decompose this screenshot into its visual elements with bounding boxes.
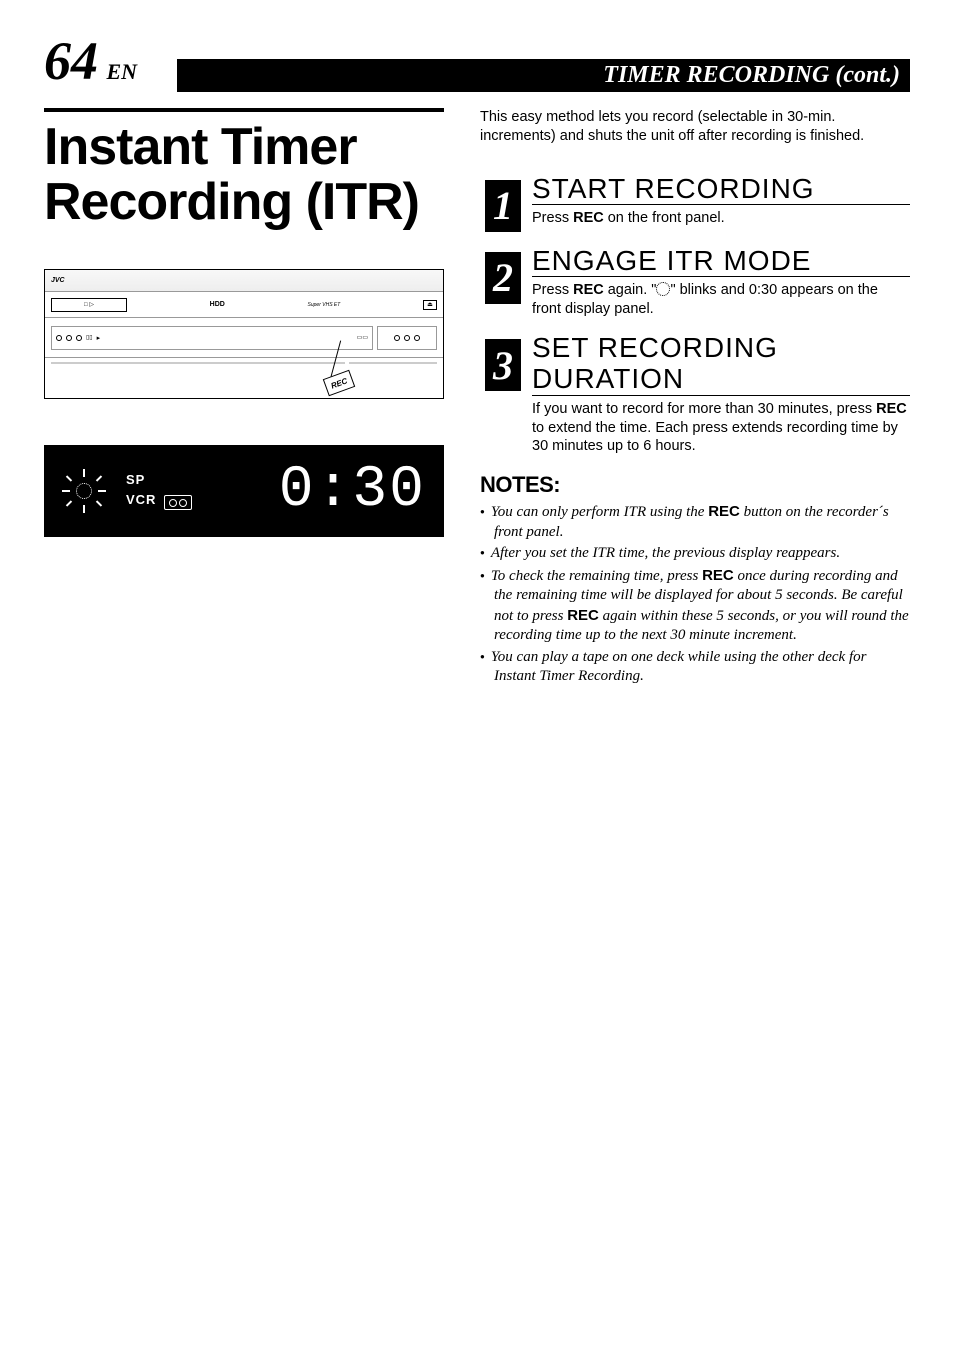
- mode-label: VCR: [126, 492, 156, 507]
- content-columns: Instant Timer Recording (ITR) JVC □ ▷ HD…: [44, 98, 910, 689]
- step-number: 1: [485, 180, 521, 232]
- note-item: You can play a tape on one deck while us…: [480, 648, 910, 687]
- page-header: 64 EN TIMER RECORDING (cont.): [44, 30, 910, 92]
- speed-label: SP: [126, 472, 145, 487]
- step-text: If you want to record for more than 30 m…: [532, 400, 910, 457]
- divider: [349, 362, 437, 364]
- right-column: This easy method lets you record (select…: [480, 98, 910, 689]
- step-1: 1 START RECORDING Press REC on the front…: [480, 174, 910, 232]
- vcr-illustration: JVC □ ▷ HDD Super VHS ET ⏏ ▯▯ ▸: [44, 269, 444, 399]
- step-heading: ENGAGE ITR MODE: [532, 246, 910, 278]
- front-display-panel: SP VCR 0:30: [44, 445, 444, 537]
- button-icon: [394, 335, 400, 341]
- main-title: Instant Timer Recording (ITR): [44, 120, 444, 229]
- page: 64 EN TIMER RECORDING (cont.) Instant Ti…: [0, 0, 954, 729]
- step-heading: START RECORDING: [532, 174, 910, 206]
- timer-blink-icon: [62, 469, 106, 513]
- left-column: Instant Timer Recording (ITR) JVC □ ▷ HD…: [44, 98, 444, 689]
- vcr-mid-row: □ ▷ HDD Super VHS ET ⏏: [45, 292, 443, 318]
- note-item: After you set the ITR time, the previous…: [480, 544, 910, 564]
- section-banner: TIMER RECORDING (cont.): [177, 59, 910, 92]
- vcr-bottom-row: [45, 358, 443, 368]
- step-heading: SET RECORDING DURATION: [532, 333, 910, 396]
- step-number: 2: [485, 252, 521, 304]
- notes-heading: NOTES:: [480, 472, 910, 498]
- clock-icon: [656, 282, 670, 296]
- page-lang: EN: [106, 59, 137, 84]
- note-item: To check the remaining time, press REC o…: [480, 566, 910, 646]
- page-number: 64: [44, 31, 98, 91]
- vcr-display-left: □ ▷: [51, 298, 127, 312]
- vcr-top-row: JVC: [45, 270, 443, 292]
- vcr-logo: JVC: [51, 277, 65, 284]
- button-icon: ▭▭: [357, 334, 368, 341]
- button-icon: [76, 335, 82, 341]
- play-icon: ▸: [97, 334, 101, 342]
- rec-callout-label: REC: [323, 370, 355, 396]
- button-icon: [404, 335, 410, 341]
- display-labels: SP VCR: [126, 472, 192, 510]
- step-3: 3 SET RECORDING DURATION If you want to …: [480, 333, 910, 456]
- divider: [51, 362, 345, 364]
- button-icon: [66, 335, 72, 341]
- note-item: You can only perform ITR using the REC b…: [480, 502, 910, 542]
- tape-icon: [164, 495, 192, 510]
- button-icon: ▯▯: [86, 334, 93, 341]
- vcr-hdd: HDD: [210, 301, 225, 308]
- vcr-badge: Super VHS ET: [308, 302, 341, 308]
- step-text: Press REC again. "" blinks and 0:30 appe…: [532, 281, 910, 319]
- button-icon: [56, 335, 62, 341]
- button-icon: [414, 335, 420, 341]
- eject-icon: ⏏: [423, 300, 437, 310]
- step-2: 2 ENGAGE ITR MODE Press REC again. "" bl…: [480, 246, 910, 319]
- vcr-buttons-left: ▯▯ ▸ ▭▭: [51, 326, 373, 350]
- step-number: 3: [485, 339, 521, 391]
- page-number-block: 64 EN: [44, 30, 137, 92]
- title-rule: [44, 108, 444, 112]
- vcr-buttons-right: [377, 326, 437, 350]
- display-time: 0:30: [279, 462, 426, 520]
- step-text: Press REC on the front panel.: [532, 209, 910, 228]
- notes-list: You can only perform ITR using the REC b…: [480, 502, 910, 687]
- vcr-controls-row: ▯▯ ▸ ▭▭: [45, 318, 443, 358]
- intro-text: This easy method lets you record (select…: [480, 108, 910, 146]
